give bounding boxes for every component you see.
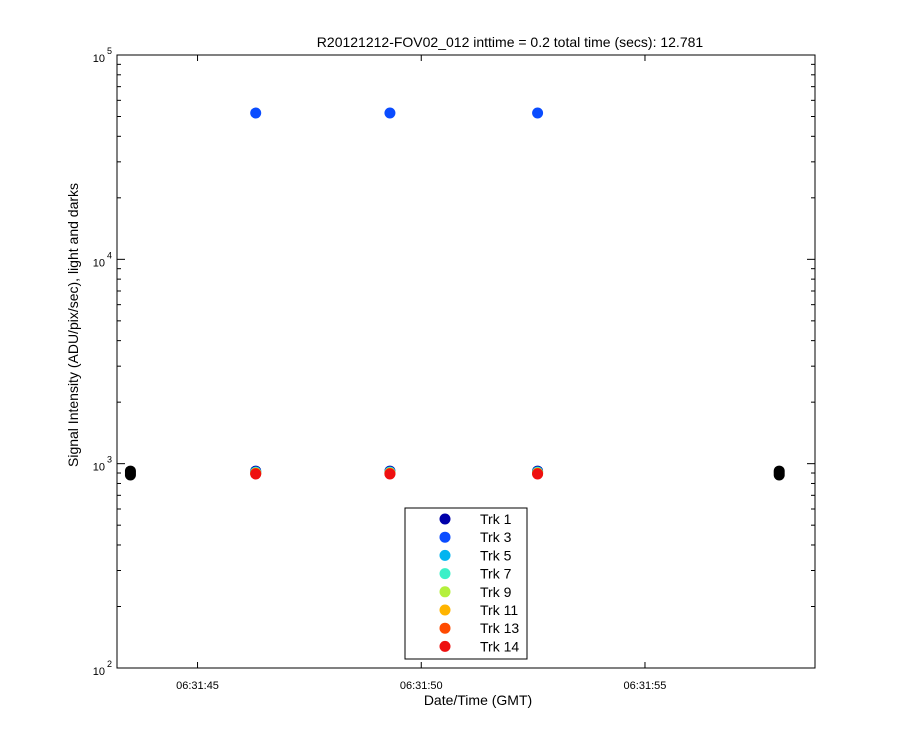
data-point: [532, 107, 544, 119]
legend-entry: Trk 9: [480, 584, 512, 600]
chart-title: R20121212-FOV02_012 inttime = 0.2 total …: [317, 34, 704, 50]
y-axis-label: Signal Intensity (ADU/pix/sec), light an…: [65, 183, 81, 467]
y-tick-exponent: 4: [107, 250, 112, 260]
x-tick-label: 06:31:45: [176, 680, 219, 692]
legend-marker: [439, 586, 451, 598]
y-tick-exponent: 2: [107, 659, 112, 669]
legend-entry: Trk 13: [480, 620, 519, 636]
data-point: [384, 107, 396, 119]
axis-ticks: [117, 54, 815, 669]
y-tick-label: 10: [93, 666, 105, 678]
data-point: [532, 468, 544, 480]
legend-marker: [439, 549, 451, 561]
legend-entry: Trk 1: [480, 511, 512, 527]
legend-entry: Trk 11: [480, 602, 518, 618]
y-tick-label: 10: [93, 53, 105, 65]
y-tick-label: 10: [93, 257, 105, 269]
y-tick-exponent: 3: [107, 455, 112, 465]
dark-data-point: [124, 469, 136, 481]
legend-entry: Trk 3: [480, 529, 512, 545]
x-tick-labels: 06:31:45 06:31:50 06:31:55: [176, 680, 666, 692]
legend: Trk 1 Trk 3 Trk 5 Trk 7 Trk 9 Trk 11 Trk 13 Trk…: [404, 507, 528, 660]
legend-entry: Trk 14: [480, 638, 519, 654]
legend-entry: Trk 5: [480, 547, 512, 563]
legend-marker: [439, 604, 451, 616]
legend-entry: Trk 7: [480, 566, 512, 582]
dark-data-point: [773, 469, 785, 481]
legend-box: [404, 507, 528, 660]
legend-marker: [439, 568, 451, 580]
y-tick-label: 10: [93, 462, 105, 474]
data-point: [384, 468, 396, 480]
legend-marker: [439, 640, 451, 652]
data-point: [250, 107, 262, 119]
x-axis-label: Date/Time (GMT): [424, 692, 532, 708]
legend-marker: [439, 513, 451, 525]
x-tick-label: 06:31:55: [624, 680, 667, 692]
data-points: [124, 107, 785, 481]
data-point: [250, 468, 262, 480]
legend-marker: [439, 531, 451, 543]
x-tick-label: 06:31:50: [400, 680, 443, 692]
y-tick-exponent: 5: [107, 46, 112, 56]
legend-marker: [439, 622, 451, 634]
